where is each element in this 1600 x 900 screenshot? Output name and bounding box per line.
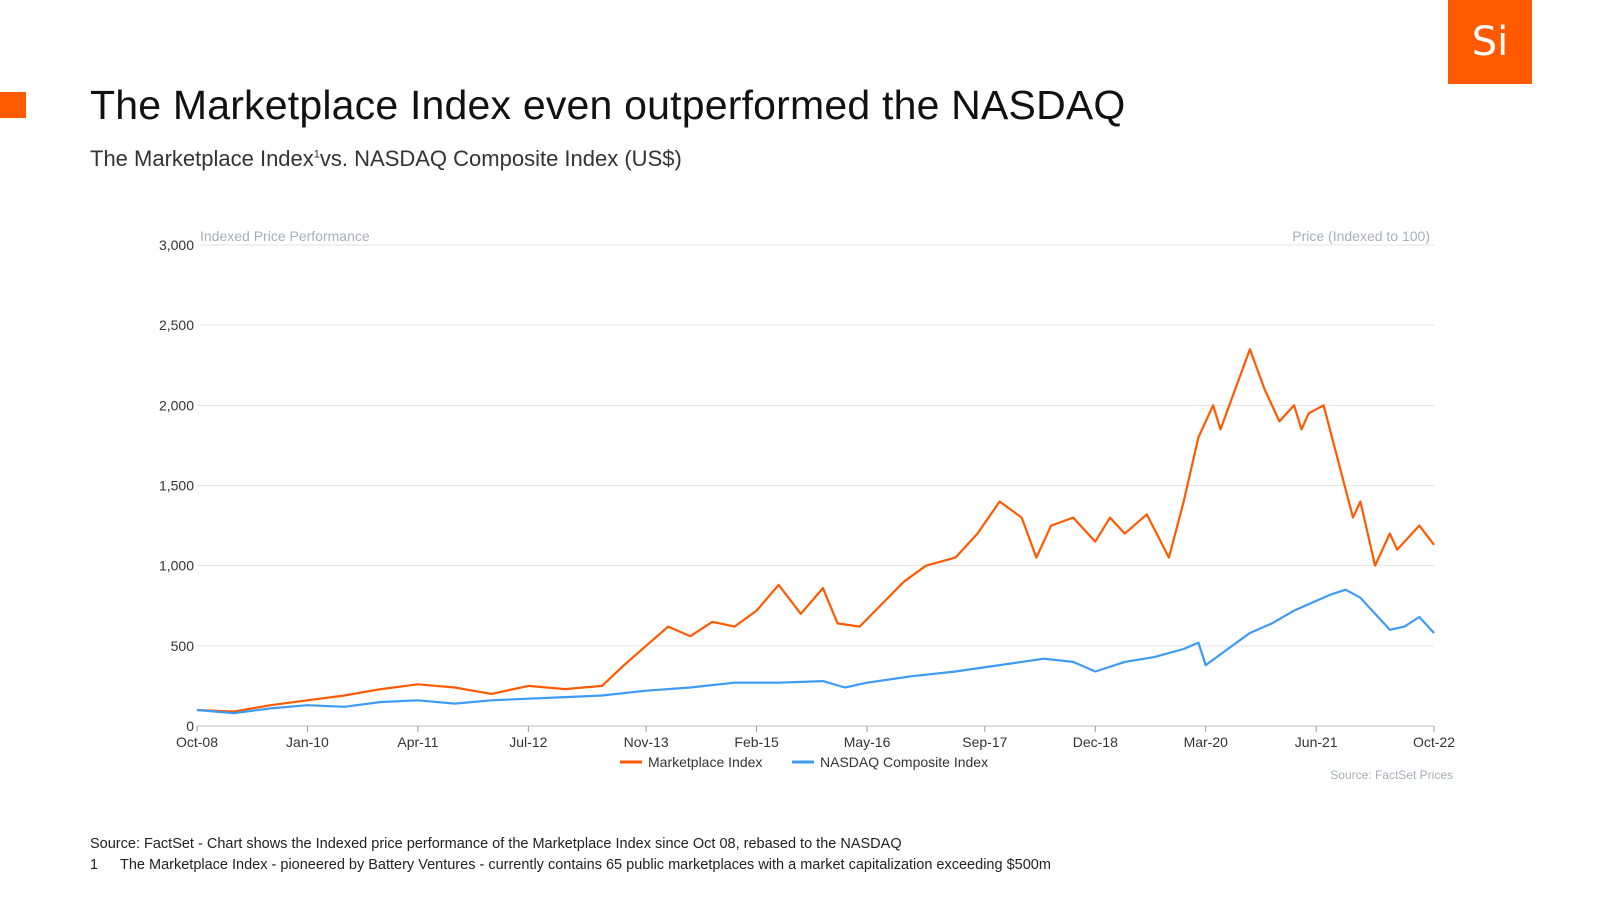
left-axis-label: Indexed Price Performance (200, 228, 370, 244)
right-axis-label: Price (Indexed to 100) (1292, 228, 1430, 244)
x-axis-ticks: Oct-08 Jan-10 Apr-11 Jul-12 Nov-13 Feb-15 May-… (176, 726, 1455, 750)
x-tick-label: Jan-10 (286, 734, 329, 750)
chart-source-note: Source: FactSet Prices (1330, 768, 1453, 782)
subtitle-main: The Marketplace Index (90, 146, 314, 171)
x-tick-label: May-16 (844, 734, 891, 750)
y-tick-label: 2,000 (159, 397, 194, 413)
y-tick-label: 1,000 (159, 558, 194, 574)
accent-square (0, 92, 26, 118)
subtitle-rest: vs. NASDAQ Composite Index (US$) (319, 146, 682, 171)
x-tick-label: Dec-18 (1073, 734, 1118, 750)
x-tick-label: Nov-13 (624, 734, 669, 750)
x-tick-label: Jul-12 (509, 734, 547, 750)
x-tick-label: Feb-15 (734, 734, 779, 750)
y-tick-label: 500 (171, 638, 195, 654)
chart-series (196, 348, 1435, 715)
subtitle-footnote-marker: 1 (313, 148, 320, 161)
x-tick-label: Jun-21 (1295, 734, 1338, 750)
marketplace-index-line (196, 348, 1435, 713)
y-axis-ticks: 0 500 1,000 1,500 2,000 2,500 3,000 (159, 237, 194, 734)
chart-gridlines (197, 244, 1434, 727)
y-tick-label: 0 (186, 718, 194, 734)
y-tick-label: 2,500 (159, 317, 194, 333)
footnote-text: The Marketplace Index - pioneered by Bat… (120, 857, 1051, 873)
x-tick-label: Oct-22 (1413, 734, 1455, 750)
y-tick-label: 1,500 (159, 478, 194, 494)
page-subtitle: The Marketplace Index1vs. NASDAQ Composi… (90, 146, 682, 172)
footnote-number: 1 (90, 857, 99, 873)
chart-legend: Marketplace Index NASDAQ Composite Index (620, 754, 988, 770)
x-tick-label: Sep-17 (962, 734, 1007, 750)
brand-logo: Si (1448, 0, 1532, 84)
x-tick-label: Mar-20 (1184, 734, 1229, 750)
y-tick-label: 3,000 (159, 237, 194, 253)
x-tick-label: Apr-11 (397, 734, 438, 750)
nasdaq-composite-line (196, 588, 1435, 715)
legend-label-marketplace: Marketplace Index (648, 754, 762, 770)
footnote-1: 1 The Marketplace Index - pioneered by Ba… (90, 855, 1051, 876)
page-title: The Marketplace Index even outperformed … (90, 82, 1126, 128)
footnotes: Source: FactSet - Chart shows the Indexe… (90, 834, 1051, 876)
x-tick-label: Oct-08 (176, 734, 218, 750)
footnote-source: Source: FactSet - Chart shows the Indexe… (90, 836, 902, 852)
legend-label-nasdaq: NASDAQ Composite Index (820, 754, 988, 770)
